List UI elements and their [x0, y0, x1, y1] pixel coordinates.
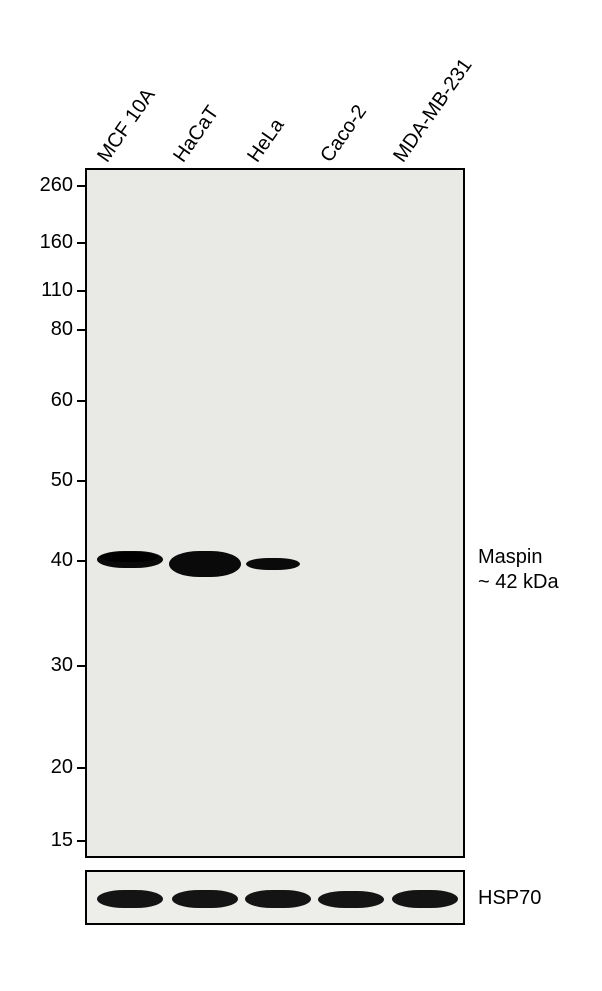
tick — [77, 560, 87, 562]
mw-label: 30 — [43, 654, 73, 677]
lane-label: MCF 10A — [93, 85, 160, 167]
band-maspin-hela — [246, 558, 300, 570]
tick — [77, 242, 87, 244]
mw-label: 160 — [33, 231, 73, 254]
tick — [77, 840, 87, 842]
tick — [77, 665, 87, 667]
band-hsp70 — [392, 890, 458, 908]
mw-label: 80 — [43, 318, 73, 341]
tick — [77, 329, 87, 331]
lane-label: MDA-MB-231 — [389, 55, 477, 167]
mw-label: 20 — [43, 756, 73, 779]
western-blot-figure: MCF 10A HaCaT HeLa Caco-2 MDA-MB-231 260… — [0, 0, 602, 991]
mw-label: 15 — [43, 829, 73, 852]
tick — [77, 185, 87, 187]
tick — [77, 400, 87, 402]
band-hsp70 — [318, 891, 384, 908]
tick — [77, 290, 87, 292]
band-hsp70 — [245, 890, 311, 908]
tick — [77, 480, 87, 482]
lane-label: Caco-2 — [316, 101, 372, 167]
mw-label: 50 — [43, 469, 73, 492]
main-blot — [85, 168, 465, 858]
target-annotation: Maspin ~ 42 kDa — [478, 545, 559, 595]
band-hsp70 — [172, 890, 238, 908]
loading-label: HSP70 — [478, 886, 541, 911]
band-hsp70 — [97, 890, 163, 908]
loading-blot — [85, 870, 465, 925]
mw-label: 260 — [33, 174, 73, 197]
band-core — [100, 552, 158, 562]
target-name: Maspin — [478, 545, 559, 570]
tick — [77, 767, 87, 769]
mw-label: 40 — [43, 549, 73, 572]
lane-label: HeLa — [243, 115, 289, 167]
mw-label: 110 — [33, 279, 73, 302]
mw-label: 60 — [43, 389, 73, 412]
band-maspin-hacat — [169, 551, 241, 577]
target-mw: ~ 42 kDa — [478, 570, 559, 595]
lane-label: HaCaT — [169, 102, 224, 167]
